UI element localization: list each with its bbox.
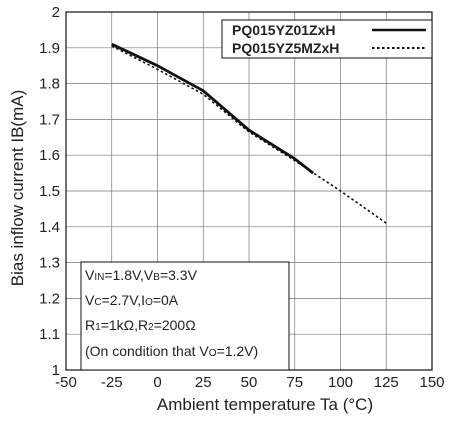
x-tick-label-8: 150 [419,374,444,391]
condition-line-4: (On condition that VO=1.2V) [85,343,258,359]
x-tick-label-1: -25 [101,374,123,391]
x-tick-label-0: -50 [55,374,77,391]
legend-label-series-2: PQ015YZ5MZxH [232,40,339,56]
y-tick-label-1: 1.1 [39,326,60,343]
y-tick-label-6: 1.6 [39,147,60,164]
x-tick-label-4: 50 [241,374,258,391]
legend-label-series-1: PQ015YZ01ZxH [232,22,336,38]
y-tick-label-2: 1.2 [39,290,60,307]
y-axis-title: Bias inflow current IB(mA) [8,90,27,287]
y-tick-label-7: 1.7 [39,111,60,128]
series-line-1 [111,42,314,175]
x-tick-label-7: 125 [374,374,399,391]
conditions-box: VIN=1.8V,VB=3.3V VC=2.7V,IO=0A R1=1kΩ,R2… [80,261,290,371]
x-axis-title: Ambient temperature Ta (°C) [157,395,373,414]
y-tick-label-5: 1.5 [39,183,60,200]
y-tick-label-9: 1.9 [39,40,60,57]
x-tick-labels: -50 -25 0 25 50 75 100 125 150 [55,374,444,391]
condition-line-1: VIN=1.8V,VB=3.3V [85,267,198,283]
x-tick-label-6: 100 [328,374,353,391]
y-tick-labels: 1 1.1 1.2 1.3 1.4 1.5 1.6 1.7 1.8 1.9 2 [39,4,60,379]
condition-line-3: R1=1kΩ,R2=200Ω [85,317,196,333]
x-tick-label-5: 75 [286,374,303,391]
legend-box [221,19,433,59]
legend: PQ015YZ01ZxH PQ015YZ5MZxH [221,19,433,59]
series-line-2 [111,45,387,224]
x-tick-label-2: 0 [153,374,161,391]
y-tick-label-10: 2 [52,4,60,21]
y-tick-label-3: 1.3 [39,255,60,272]
y-tick-label-4: 1.4 [39,219,60,236]
series-lines [111,42,387,224]
y-tick-label-0: 1 [52,362,60,379]
x-tick-label-3: 25 [195,374,212,391]
conditions-frame [80,261,290,371]
condition-line-2: VC=2.7V,IO=0A [85,292,179,308]
y-tick-label-8: 1.8 [39,76,60,93]
